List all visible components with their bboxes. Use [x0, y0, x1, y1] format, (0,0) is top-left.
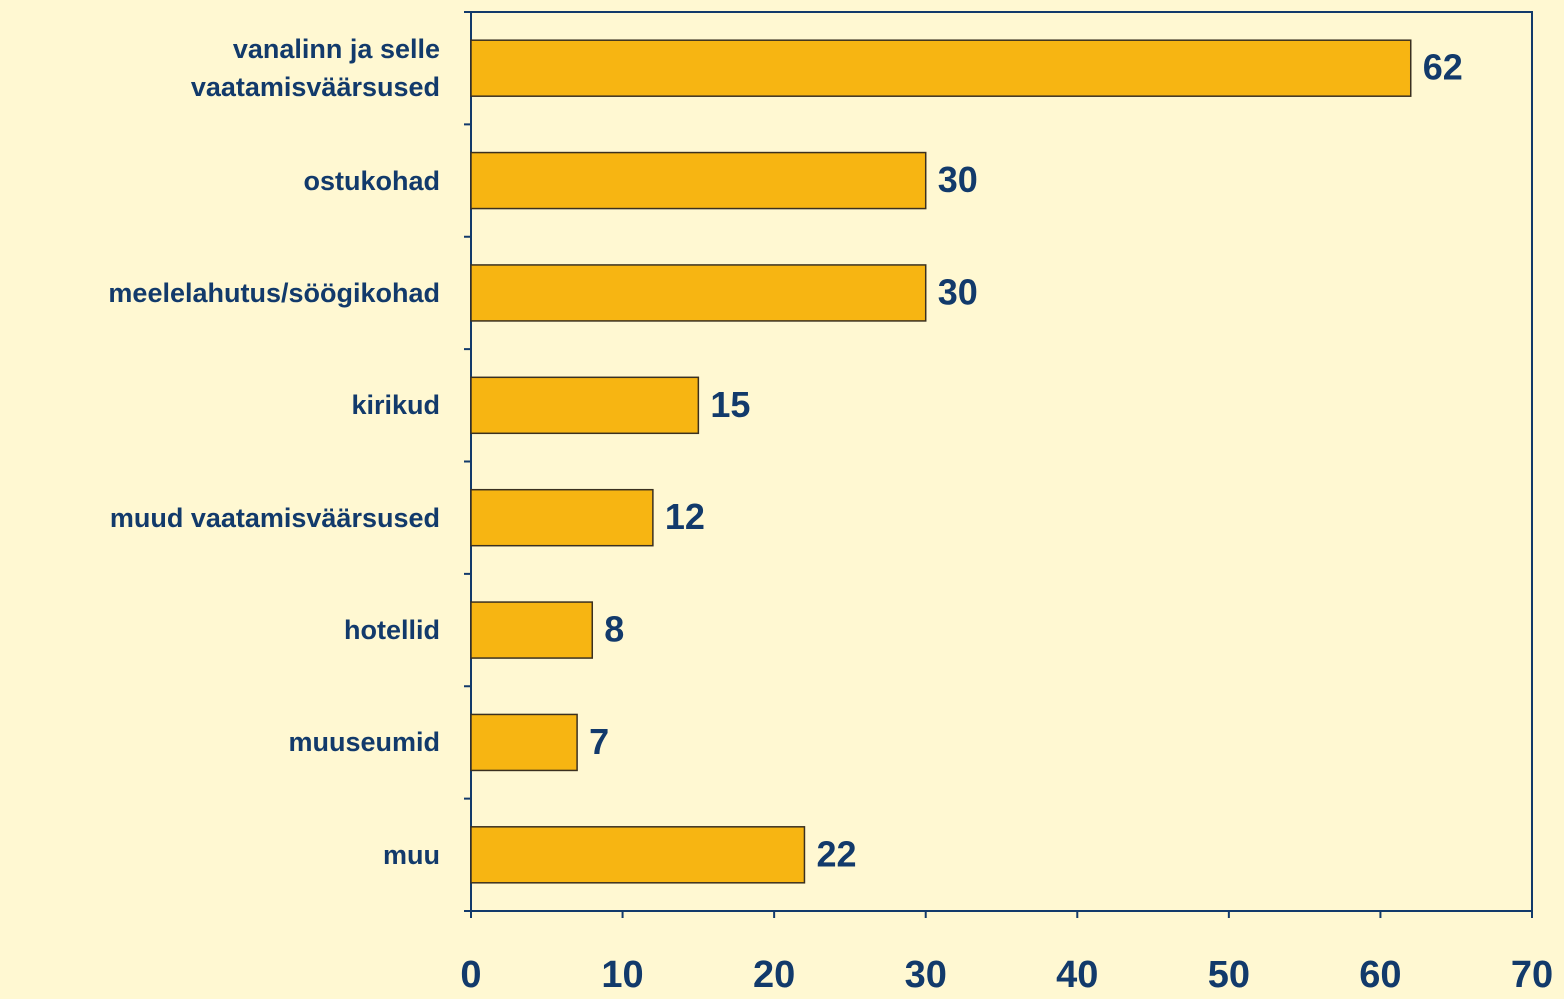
- value-label: 12: [665, 496, 705, 537]
- x-tick-label: 40: [1056, 954, 1098, 996]
- plot-frame: [470, 11, 1533, 912]
- y-tick-label: muuseumid: [288, 727, 440, 758]
- bar: [470, 151, 927, 210]
- y-tick-label: meelelahutus/söögikohad: [108, 277, 440, 308]
- x-tick-label: 70: [1511, 954, 1553, 996]
- value-label: 7: [589, 721, 609, 762]
- value-label: 62: [1423, 47, 1463, 88]
- bar: [470, 39, 1412, 97]
- x-tick-label: 10: [601, 954, 643, 996]
- value-label: 22: [816, 833, 856, 874]
- bar: [470, 826, 806, 884]
- y-tick-label: kirikud: [351, 390, 440, 421]
- value-label: 15: [710, 384, 750, 425]
- value-label: 8: [604, 609, 624, 650]
- y-tick-label: muud vaatamisväärsused: [109, 502, 440, 533]
- x-tick-label: 50: [1208, 954, 1250, 996]
- y-tick-label: ostukohad: [303, 165, 440, 196]
- x-tick-label: 30: [905, 954, 947, 996]
- x-tick-label: 20: [753, 954, 795, 996]
- value-label: 30: [938, 271, 978, 312]
- bar: [470, 376, 700, 435]
- value-label: 30: [938, 159, 978, 200]
- bar: [470, 264, 927, 322]
- bar: [470, 488, 654, 547]
- y-tick-label: muu: [383, 839, 440, 870]
- bar: [470, 713, 578, 772]
- bar: [470, 601, 594, 659]
- y-tick-label: hotellid: [344, 615, 440, 646]
- x-tick-label: 0: [460, 954, 481, 996]
- x-tick-label: 60: [1359, 954, 1401, 996]
- y-tick-label: vanalinn ja selle vaatamisväärsused: [190, 34, 440, 103]
